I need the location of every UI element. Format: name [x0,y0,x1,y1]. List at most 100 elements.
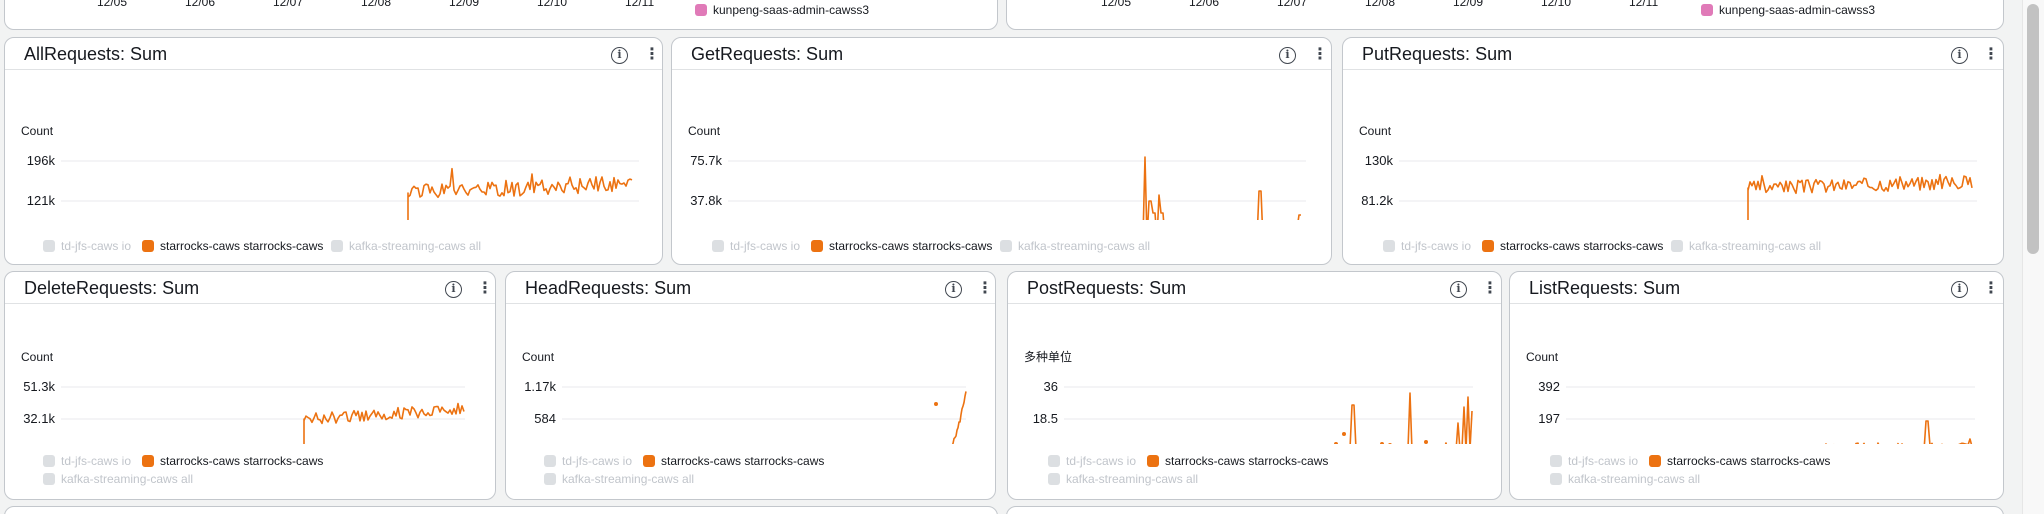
legend-item-td-jfs[interactable]: td-jfs-caws io [1048,454,1136,468]
y-tick-label: 584 [534,411,556,426]
y-axis-unit: Count [1359,124,1392,138]
y-tick-label: 32.1k [23,411,55,426]
info-icon[interactable]: i [445,281,462,298]
panel-put-requests: PutRequests: Sum i ⋮ Count130k81.2k32.4k… [1342,37,2004,265]
legend-label: kunpeng-saas-admin-cawss3 [713,3,870,17]
legend-swatch [1048,455,1060,467]
y-axis-unit: Count [21,350,54,364]
x-tick-label: 12/10 [537,0,568,9]
legend-item-kafka[interactable]: kafka-streaming-caws all [1000,239,1150,253]
x-tick-label: 12/05 [97,0,128,9]
series-line-starrocks [951,391,967,444]
panel-delete-requests: DeleteRequests: Sum i ⋮ Count 51.3k 32.1k 1… [4,271,496,500]
bottom-left-panel-partial [4,506,998,514]
legend-swatch [695,4,707,16]
legend-item-kafka[interactable]: kafka-streaming-caws all [1048,472,1198,486]
x-tick-label: 12/06 [1189,0,1220,9]
legend-item-starrocks[interactable]: starrocks-caws starrocks-caws [142,239,323,253]
x-tick-label: 12/11 [625,0,655,9]
legend-item-td-jfs[interactable]: td-jfs-caws io [1383,239,1471,253]
legend-item-starrocks[interactable]: starrocks-caws starrocks-caws [1649,454,1830,468]
y-tick-label: 196k [27,153,56,168]
info-icon[interactable]: i [1951,281,1968,298]
info-icon[interactable]: i [1279,47,1296,64]
legend-label: kafka-streaming-caws all [61,472,194,486]
legend-swatch [1000,240,1012,252]
x-tick-label: 12/05 [1101,0,1132,9]
more-options-icon[interactable]: ⋮ [1482,280,1498,297]
legend-label: kafka-streaming-caws all [1568,472,1701,486]
more-options-icon[interactable]: ⋮ [644,46,660,63]
legend-kunpeng-right[interactable]: kunpeng-saas-admin-cawss3 [1701,3,1875,17]
legend-label: kafka-streaming-caws all [1689,239,1822,253]
legend-swatch [1147,455,1159,467]
series-line-starrocks [1142,156,1301,220]
y-tick-label: 1 [1553,443,1560,444]
legend-item-kafka[interactable]: kafka-streaming-caws all [544,472,694,486]
legend-item-kafka[interactable]: kafka-streaming-caws all [1671,239,1821,253]
chart-all-requests: Count196k121k45.5k12/0512/0612/0712/0812… [21,124,639,220]
panel-header: HeadRequests: Sum i ⋮ [506,272,995,304]
scrollbar-thumb[interactable] [2027,4,2039,254]
legend-label: starrocks-caws starrocks-caws [160,239,324,253]
legend-item-td-jfs[interactable]: td-jfs-caws io [43,454,131,468]
y-tick-label: 197 [1538,411,1560,426]
legend-item-kafka[interactable]: kafka-streaming-caws all [1550,472,1700,486]
y-tick-label: 18.5 [1033,411,1058,426]
legend-item-starrocks[interactable]: starrocks-caws starrocks-caws [142,454,323,468]
more-options-icon[interactable]: ⋮ [1983,280,1999,297]
legend-swatch [142,455,154,467]
info-icon[interactable]: i [1951,47,1968,64]
legend-swatch [43,455,55,467]
legend-item-td-jfs[interactable]: td-jfs-caws io [1550,454,1638,468]
info-icon[interactable]: i [945,281,962,298]
panel-header: PutRequests: Sum i ⋮ [1343,38,2003,70]
legend-item-td-jfs[interactable]: td-jfs-caws io [712,239,800,253]
more-options-icon[interactable]: ⋮ [1983,46,1999,63]
panel-header: PostRequests: Sum i ⋮ [1008,272,1501,304]
y-tick-label: 392 [1538,379,1560,394]
legend-item-starrocks[interactable]: starrocks-caws starrocks-caws [1482,239,1663,253]
legend-item-kafka[interactable]: kafka-streaming-caws all [43,472,193,486]
x-tick-label: 12/09 [1453,0,1484,9]
panel-all-requests: AllRequests: Sum i ⋮ Count196k121k45.5k1… [4,37,663,265]
x-tick-label: 12/08 [1365,0,1396,9]
legend-label: starrocks-caws starrocks-caws [160,454,324,468]
legend-item-td-jfs[interactable]: td-jfs-caws io [544,454,632,468]
y-tick-label: 1.17k [524,379,556,394]
legend-label: kafka-streaming-caws all [349,239,482,253]
series-line-starrocks [303,402,465,444]
legend-item-starrocks[interactable]: starrocks-caws starrocks-caws [1147,454,1328,468]
panel-post-requests: PostRequests: Sum i ⋮ 多种单位3618.5112/0612… [1007,271,1502,500]
legend-item-td-jfs[interactable]: td-jfs-caws io [43,239,131,253]
legend-swatch [811,240,823,252]
more-options-icon[interactable]: ⋮ [977,280,993,297]
legend-swatch [712,240,724,252]
panel-title: AllRequests: Sum [24,44,168,64]
more-options-icon[interactable]: ⋮ [477,280,493,297]
panel-title: ListRequests: Sum [1529,278,1681,298]
more-options-icon[interactable]: ⋮ [1312,46,1328,63]
page-scrollbar[interactable] [2022,0,2044,514]
legend-label: starrocks-caws starrocks-caws [829,239,993,253]
x-tick-label: 12/08 [361,0,392,9]
y-tick-label: 37.8k [690,193,722,208]
legend-swatch [43,240,55,252]
bottom-right-panel-partial [1006,506,2004,514]
top-left-panel-partial: kunpeng-saas-admin-cawss3 12/05 12/06 12/0… [4,0,998,30]
legend-kunpeng-left[interactable]: kunpeng-saas-admin-cawss3 [695,3,869,17]
legend-item-starrocks[interactable]: starrocks-caws starrocks-caws [811,239,992,253]
legend-item-kafka[interactable]: kafka-streaming-caws all [331,239,481,253]
legend-item-starrocks[interactable]: starrocks-caws starrocks-caws [643,454,824,468]
panel-header: DeleteRequests: Sum i ⋮ [5,272,495,304]
data-point [1424,440,1428,444]
x-tick-label: 12/10 [1541,0,1572,9]
x-tick-label: 12/07 [1277,0,1308,9]
info-icon[interactable]: i [1450,281,1467,298]
y-tick-label: 36 [1044,379,1058,394]
y-axis-unit: Count [688,124,721,138]
data-point [1380,442,1384,444]
info-icon[interactable]: i [611,47,628,64]
legend-swatch [142,240,154,252]
